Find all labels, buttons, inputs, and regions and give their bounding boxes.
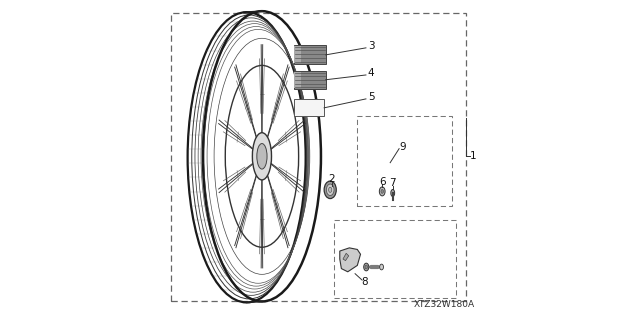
Bar <box>294 45 326 64</box>
Text: 7: 7 <box>389 178 396 189</box>
Polygon shape <box>340 248 360 272</box>
Bar <box>294 46 301 63</box>
Ellipse shape <box>380 187 385 196</box>
Ellipse shape <box>326 184 334 196</box>
Text: 9: 9 <box>399 142 406 152</box>
Ellipse shape <box>365 265 367 269</box>
Ellipse shape <box>381 189 383 193</box>
Ellipse shape <box>364 263 369 271</box>
Ellipse shape <box>252 133 271 180</box>
Text: XTZ32W180A: XTZ32W180A <box>414 300 475 309</box>
Ellipse shape <box>257 144 267 169</box>
Text: 8: 8 <box>362 277 368 287</box>
Ellipse shape <box>380 264 383 270</box>
Ellipse shape <box>328 187 332 192</box>
Text: 2: 2 <box>328 174 335 184</box>
Bar <box>294 71 326 89</box>
Bar <box>294 72 301 88</box>
Text: 4: 4 <box>368 68 374 78</box>
Bar <box>294 99 324 116</box>
Text: 5: 5 <box>368 92 374 102</box>
Polygon shape <box>343 253 349 261</box>
Ellipse shape <box>391 189 395 197</box>
Text: 1: 1 <box>470 151 476 161</box>
Text: 6: 6 <box>379 177 385 187</box>
Ellipse shape <box>324 181 336 198</box>
Text: 3: 3 <box>368 41 374 51</box>
